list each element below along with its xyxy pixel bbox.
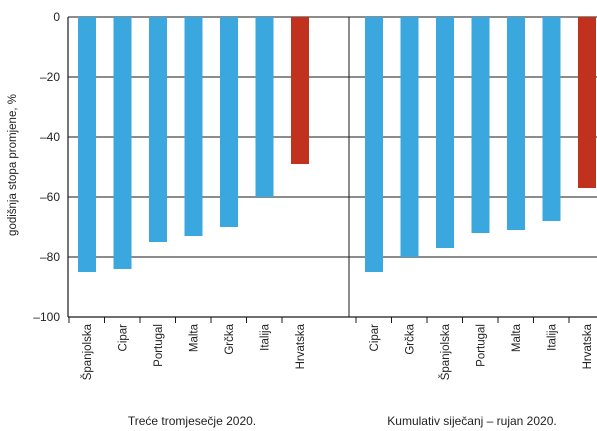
y-tick-label: –40 (40, 130, 60, 144)
y-axis-label: godišnja stopa promjene, % (7, 94, 19, 236)
y-tick-label: –20 (40, 70, 60, 84)
bar (113, 17, 132, 269)
category-label: Italija (260, 323, 272, 350)
y-tick-labels: 0 –20 –40 –60 –80 –100 (33, 10, 60, 324)
category-label: Hrvatska (582, 323, 594, 369)
category-label: Grčka (224, 323, 236, 354)
bar (436, 17, 454, 248)
bar (149, 17, 167, 242)
y-tick-label: –80 (40, 250, 60, 264)
bar (220, 17, 238, 227)
plot-frame (67, 17, 597, 318)
group-label-2: Kumulativ siječanj – rujan 2020. (387, 414, 556, 428)
category-label: Španjolska (439, 323, 452, 380)
bar (365, 17, 383, 272)
category-label: Portugal (153, 324, 165, 367)
category-label: Španjolska (81, 323, 94, 380)
y-tick-label: –100 (33, 310, 60, 324)
bars (78, 17, 596, 272)
category-label: Italija (547, 323, 559, 350)
category-labels: Španjolska Cipar Portugal Malta Grčka Italija… (68, 317, 594, 380)
y-tick-label: 0 (53, 10, 60, 24)
group-label-1: Treće tromjesečje 2020. (128, 414, 256, 428)
category-label: Portugal (476, 324, 488, 367)
bar (542, 17, 561, 221)
bar (400, 17, 419, 257)
category-label: Malta (189, 323, 201, 352)
bar (78, 17, 96, 272)
category-label: Grčka (405, 323, 417, 354)
category-label: Cipar (118, 324, 130, 352)
bar (255, 17, 274, 197)
bar (291, 17, 309, 164)
bar (471, 17, 490, 233)
bar (184, 17, 203, 236)
category-label: Hrvatska (295, 323, 307, 369)
bar (578, 17, 596, 188)
category-label: Cipar (369, 324, 381, 352)
y-tick-label: –60 (40, 190, 60, 204)
bar (507, 17, 525, 230)
category-label: Malta (511, 323, 523, 352)
